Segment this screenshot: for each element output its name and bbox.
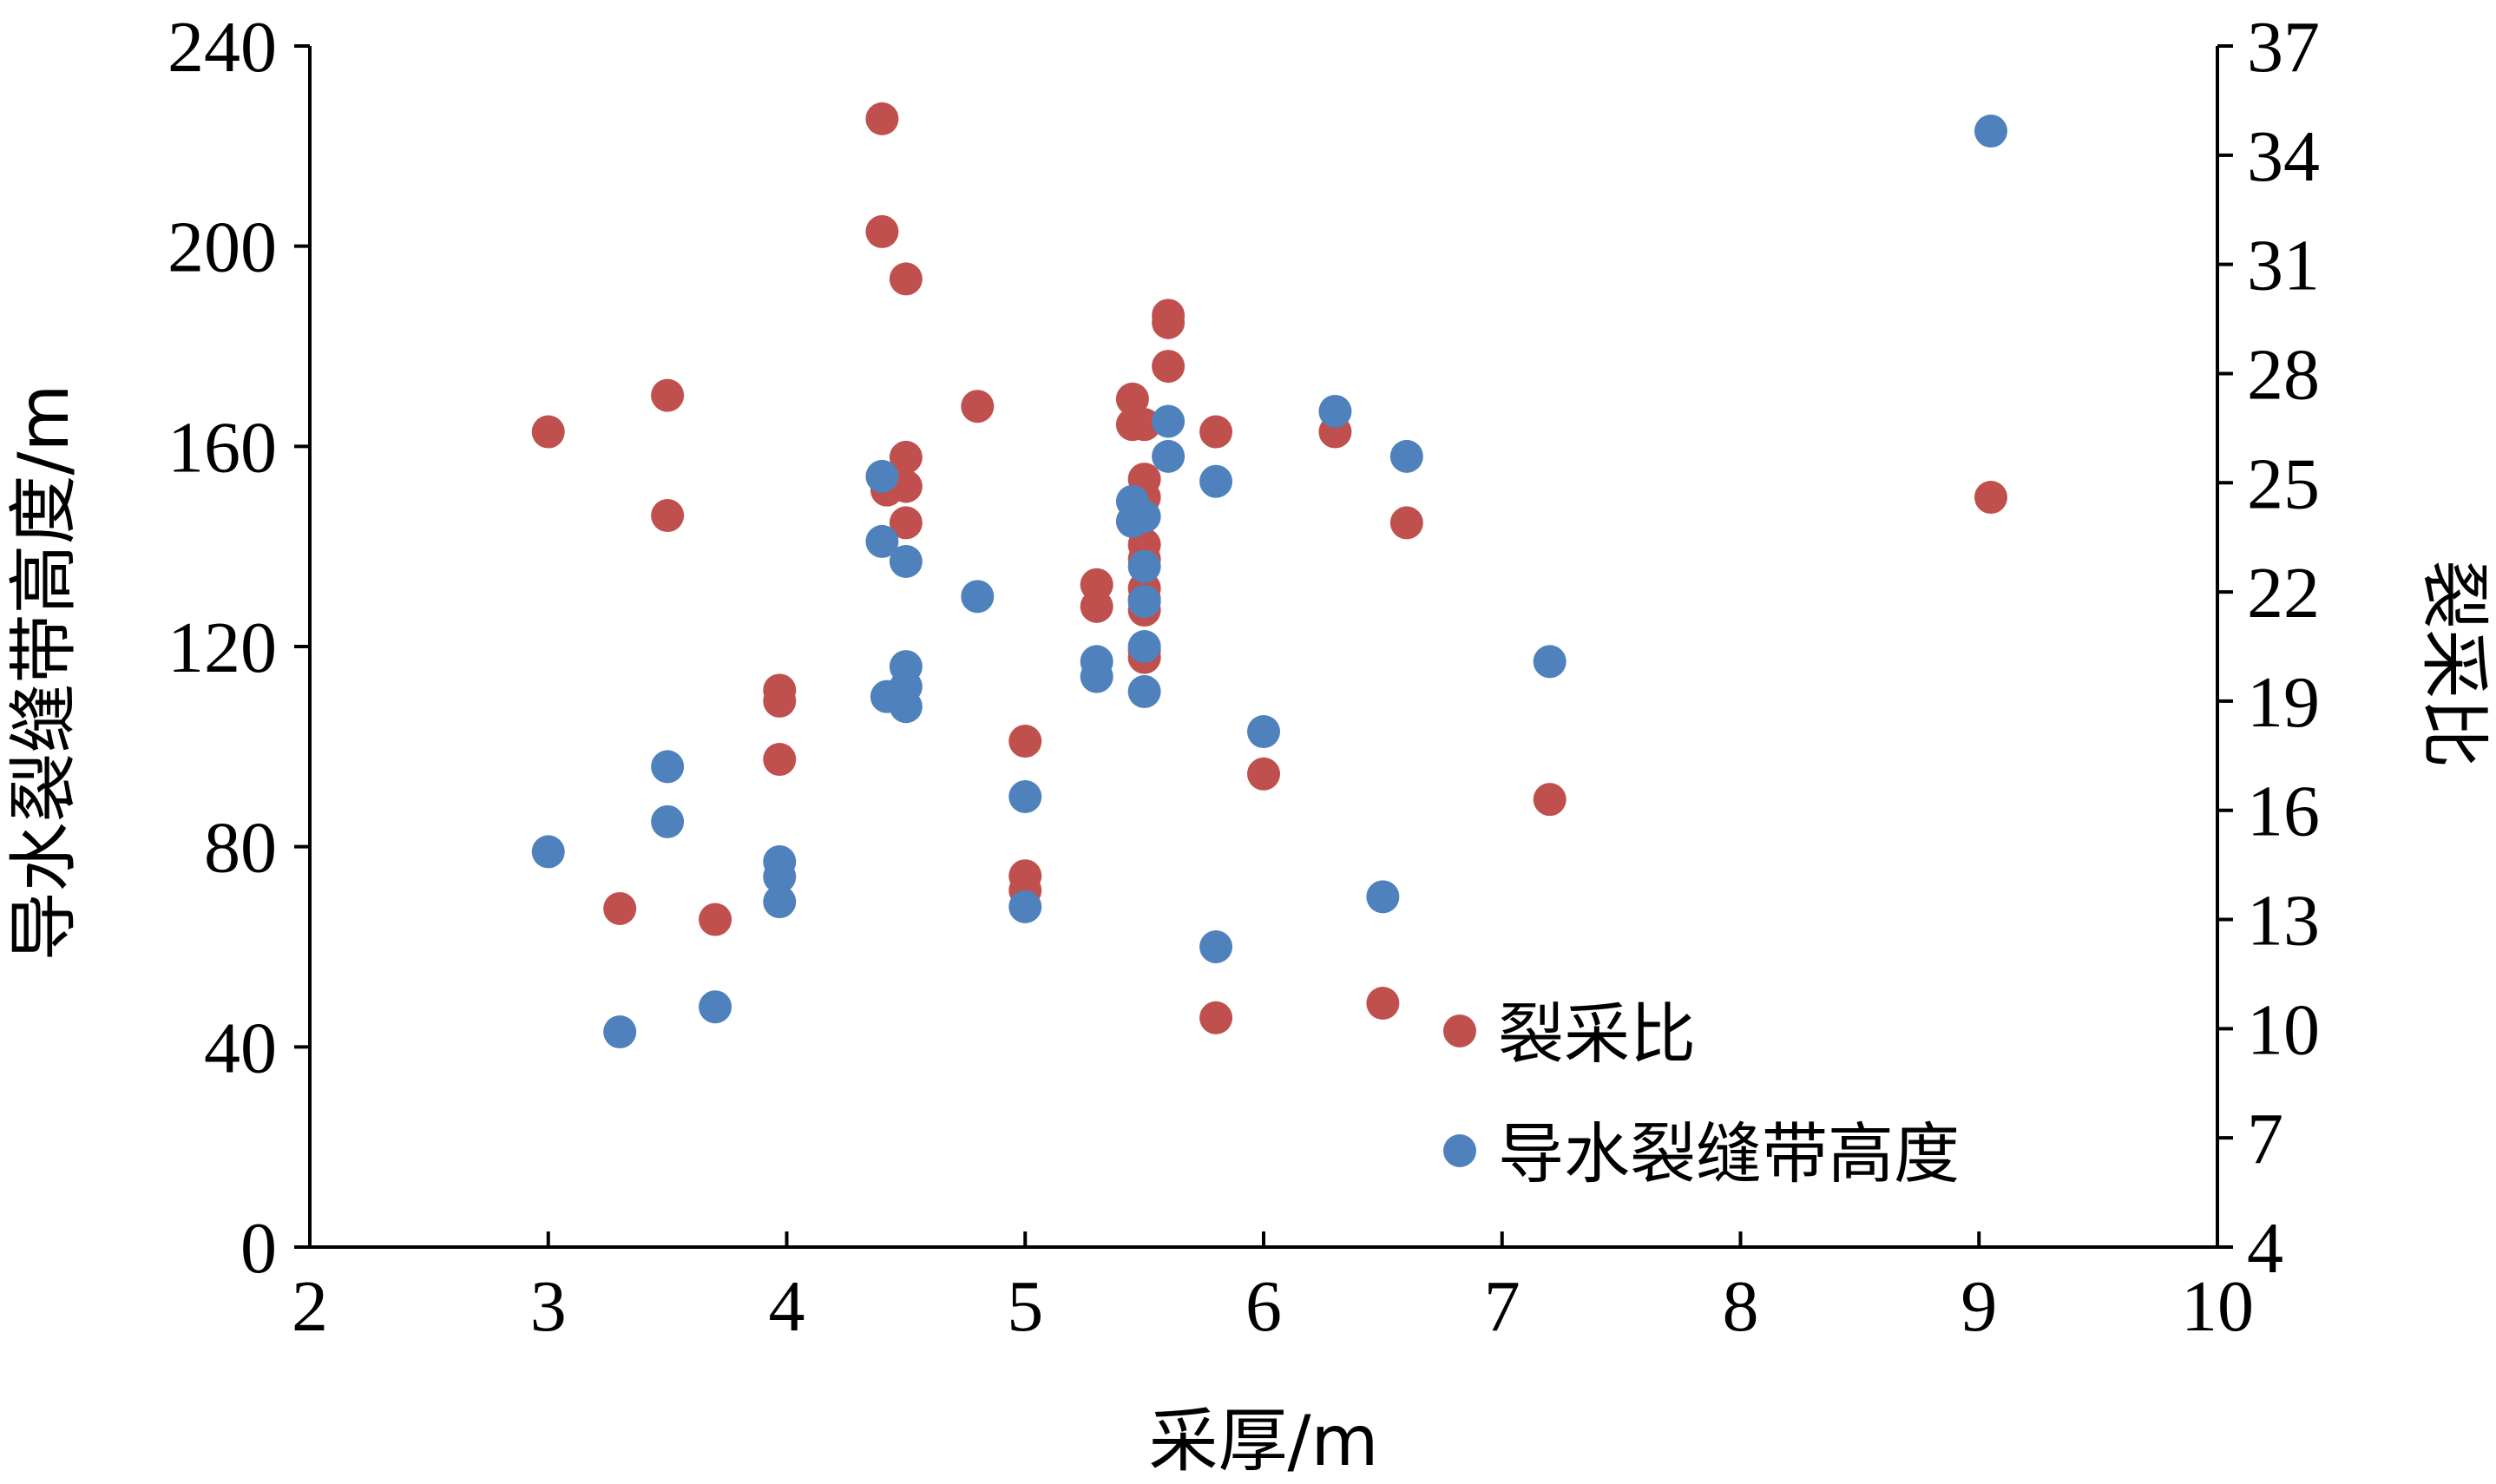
y-right-tick-label: 34	[2247, 116, 2320, 197]
y-right-tick-label: 16	[2247, 772, 2320, 852]
y-left-tick-label: 0	[240, 1208, 277, 1289]
y-left-tick-label: 200	[167, 207, 277, 288]
crack-ratio-point	[865, 102, 899, 135]
crack-ratio-point	[1152, 350, 1186, 384]
crack-ratio-point	[1199, 1001, 1233, 1034]
crack-ratio-point	[865, 214, 899, 248]
y-right-tick-label: 31	[2247, 226, 2320, 306]
y-right-tick-label: 7	[2247, 1099, 2283, 1179]
y-right-tick-label: 28	[2247, 334, 2320, 415]
fracture-height-point	[889, 544, 923, 578]
fracture-height-point	[1152, 439, 1186, 473]
fracture-height-point	[1318, 394, 1352, 428]
x-tick-label: 6	[1245, 1266, 1282, 1347]
fracture-height-point	[865, 524, 899, 558]
crack-ratio-point	[1152, 305, 1186, 339]
crack-ratio-point	[889, 506, 923, 540]
crack-ratio-point	[531, 415, 565, 449]
y-left-tick-label: 160	[167, 407, 277, 488]
crack-ratio-point	[603, 891, 637, 925]
y-left-tick-label: 40	[204, 1008, 277, 1088]
crack-ratio-point	[1080, 589, 1113, 623]
y-right-axis-title: 裂采比	[2414, 560, 2494, 768]
fracture-height-point	[763, 860, 797, 894]
crack-ratio-point	[763, 684, 797, 718]
fracture-height-point	[865, 459, 899, 493]
crack-ratio-point	[1247, 757, 1280, 791]
x-axis-ticks: 2 3 4 5 6 7 8 9 10	[292, 1231, 2254, 1347]
y-left-tick-label: 120	[167, 607, 277, 688]
fracture-height-point	[1008, 780, 1042, 813]
y-right-tick-label: 22	[2247, 553, 2320, 634]
x-tick-label: 9	[1961, 1266, 1997, 1347]
x-axis-title: 采厚/m	[1149, 1401, 1379, 1481]
legend: 裂采比 导水裂缝带高度	[1443, 995, 1960, 1192]
y-right-tick-label: 4	[2247, 1208, 2283, 1289]
fracture-height-point	[1974, 115, 2007, 148]
data-points	[531, 102, 2007, 1049]
fracture-height-point	[651, 750, 685, 784]
legend-marker-fracture-height	[1443, 1134, 1476, 1167]
fracture-height-point	[699, 990, 732, 1024]
y-left-axis-title: 导水裂缝带高度/m	[3, 384, 84, 962]
y-right-tick-label: 19	[2247, 662, 2320, 743]
x-tick-label: 8	[1723, 1266, 1759, 1347]
crack-ratio-point	[889, 440, 923, 474]
crack-ratio-point	[699, 903, 732, 936]
fracture-height-point	[1389, 439, 1423, 473]
y-left-axis-ticks: 0 40 80 120 160 200 240	[167, 7, 310, 1289]
legend-marker-crack-ratio	[1443, 1015, 1476, 1047]
fracture-height-point	[1008, 890, 1042, 923]
fracture-height-point	[1127, 585, 1161, 619]
crack-ratio-point	[1008, 725, 1042, 758]
fracture-height-point	[1080, 660, 1113, 693]
y-left-tick-label: 80	[204, 808, 277, 889]
fracture-height-point	[1199, 464, 1233, 498]
fracture-height-point	[1533, 645, 1567, 679]
fracture-height-point	[531, 835, 565, 869]
fracture-height-point	[1152, 404, 1186, 438]
crack-ratio-point	[1533, 783, 1567, 817]
crack-ratio-point	[1389, 506, 1423, 540]
crack-ratio-point	[1115, 382, 1149, 416]
x-tick-label: 10	[2181, 1266, 2254, 1347]
crack-ratio-point	[1974, 481, 2007, 515]
fracture-height-point	[763, 885, 797, 919]
fracture-height-point	[1127, 674, 1161, 708]
crack-ratio-point	[763, 743, 797, 777]
crack-ratio-point	[961, 390, 995, 424]
y-right-axis-ticks: 4 7 10 13 16 19 22 25 28 31 34 37	[2217, 7, 2320, 1289]
crack-ratio-point	[651, 499, 685, 533]
x-tick-label: 2	[292, 1266, 328, 1347]
x-tick-label: 4	[769, 1266, 805, 1347]
fracture-height-point	[603, 1015, 637, 1049]
x-tick-label: 7	[1484, 1266, 1521, 1347]
y-right-tick-label: 10	[2247, 989, 2320, 1070]
y-left-tick-label: 240	[167, 7, 277, 88]
y-right-tick-label: 25	[2247, 443, 2320, 524]
fracture-height-point	[651, 804, 685, 838]
legend-label-fracture-height: 导水裂缝带高度	[1498, 1115, 1960, 1192]
crack-ratio-point	[889, 262, 923, 296]
plot-frame	[308, 46, 2219, 1249]
fracture-height-point	[1366, 880, 1400, 914]
x-tick-label: 3	[530, 1266, 567, 1347]
fracture-height-point	[1199, 930, 1233, 963]
x-tick-label: 5	[1007, 1266, 1043, 1347]
y-right-tick-label: 13	[2247, 881, 2320, 962]
fracture-height-point	[889, 690, 923, 724]
crack-ratio-point	[1199, 415, 1233, 449]
fracture-height-point	[1127, 549, 1161, 583]
fracture-height-point	[1127, 630, 1161, 663]
crack-ratio-point	[651, 378, 685, 412]
fracture-height-point	[1127, 500, 1161, 534]
y-right-tick-label: 37	[2247, 7, 2320, 88]
fracture-height-point	[1247, 715, 1280, 749]
crack-ratio-point	[1366, 987, 1400, 1021]
legend-label-crack-ratio: 裂采比	[1498, 995, 1696, 1073]
fracture-height-point	[961, 580, 995, 614]
